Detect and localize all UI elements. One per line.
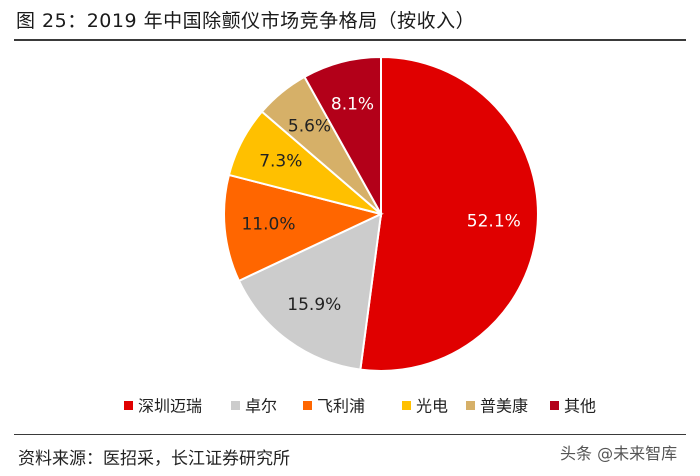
source-note: 资料来源：医招采，长江证券研究所 [18,449,290,469]
legend-label-3: 光电 [416,397,448,416]
pie-slice-0 [359,55,539,372]
slice-label-0: 52.1% [467,212,521,232]
slice-label-1: 15.9% [287,295,341,315]
slice-label-2: 11.0% [241,215,295,235]
legend-swatch-0 [124,401,133,410]
legend-label-1: 卓尔 [245,397,277,416]
chart-title: 图 25：2019 年中国除颤仪市场竞争格局（按收入） [16,10,476,32]
slice-label-4: 5.6% [288,117,331,137]
pie-slice-5 [303,55,382,218]
legend-label-5: 其他 [564,397,596,416]
legend-swatch-3 [402,401,411,410]
slice-label-3: 7.3% [259,152,302,172]
legend-label-0: 深圳迈瑞 [138,397,202,416]
title-divider [14,39,686,41]
legend-label-4: 普美康 [480,397,528,416]
legend-swatch-2 [303,401,312,410]
pie-slice-1 [237,212,383,371]
legend-swatch-1 [231,401,240,410]
legend-swatch-5 [550,401,559,410]
footer-divider [14,434,686,435]
watermark: 头条 @未来智库 [560,444,678,463]
legend-label-2: 飞利浦 [317,397,365,416]
legend-swatch-4 [466,401,475,410]
slice-label-5: 8.1% [331,95,374,115]
pie-slice-2 [222,173,384,283]
